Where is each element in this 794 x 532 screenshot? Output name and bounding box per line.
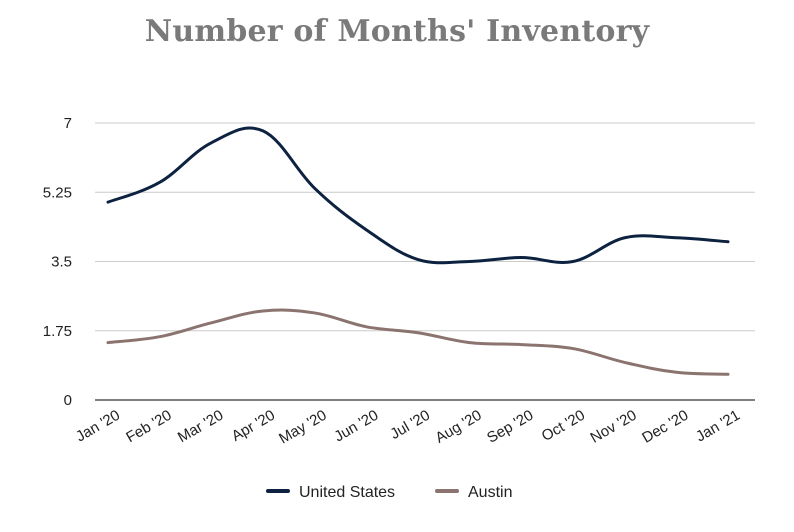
y-tick-label: 1.75 bbox=[43, 323, 72, 340]
y-tick-label: 3.5 bbox=[51, 254, 72, 271]
x-tick-label: Aug '20 bbox=[433, 407, 485, 447]
x-tick-label: Sep '20 bbox=[484, 407, 536, 447]
x-tick-label: Jul '20 bbox=[387, 407, 433, 443]
x-tick-label: Jan '21 bbox=[693, 407, 743, 446]
legend-label-united-states: United States bbox=[299, 484, 395, 501]
y-axis-ticks: 0 1.75 3.5 5.25 7 bbox=[43, 115, 72, 409]
x-tick-label: Apr '20 bbox=[229, 407, 278, 445]
x-tick-label: Feb '20 bbox=[123, 407, 174, 447]
series-line-united-states bbox=[106, 126, 730, 265]
x-tick-label: Nov '20 bbox=[588, 407, 640, 447]
chart-title: Number of Months' Inventory bbox=[144, 14, 650, 49]
legend-label-austin: Austin bbox=[468, 484, 512, 501]
y-tick-label: 0 bbox=[64, 392, 72, 409]
x-tick-label: Dec '20 bbox=[639, 407, 691, 447]
y-tick-label: 7 bbox=[64, 115, 72, 132]
y-tick-label: 5.25 bbox=[43, 184, 72, 201]
x-tick-label: Mar '20 bbox=[175, 407, 226, 447]
x-tick-label: Jun '20 bbox=[331, 407, 381, 446]
x-tick-label: May '20 bbox=[276, 407, 330, 448]
series-lines bbox=[106, 126, 730, 376]
series-line-austin bbox=[106, 308, 730, 376]
x-tick-label: Oct '20 bbox=[539, 407, 588, 445]
x-tick-label: Jan '20 bbox=[73, 407, 123, 446]
legend: United States Austin bbox=[266, 484, 512, 501]
